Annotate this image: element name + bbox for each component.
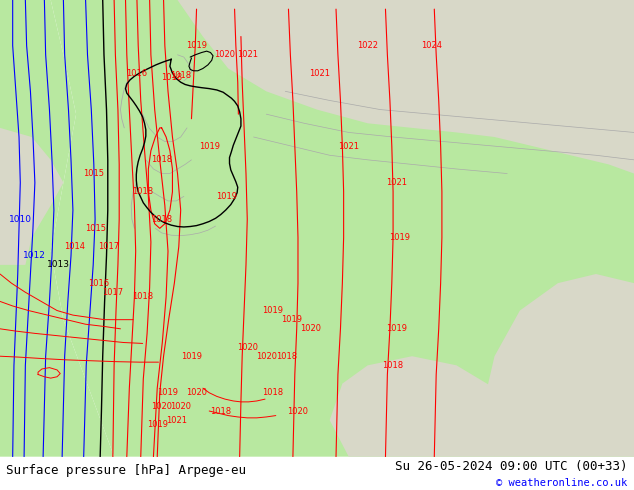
Text: 1021: 1021 — [385, 178, 407, 187]
Text: Su 26-05-2024 09:00 UTC (00+33): Su 26-05-2024 09:00 UTC (00+33) — [395, 460, 628, 472]
Text: 1020: 1020 — [214, 50, 236, 59]
Text: 1019: 1019 — [262, 306, 283, 315]
Text: 1018: 1018 — [132, 187, 153, 196]
Text: 1021: 1021 — [338, 142, 359, 150]
Text: 1019: 1019 — [281, 315, 302, 324]
Text: 1018: 1018 — [132, 293, 153, 301]
Polygon shape — [0, 0, 114, 457]
Text: 1019: 1019 — [389, 233, 410, 242]
Text: 1018: 1018 — [151, 215, 172, 224]
Text: 1018: 1018 — [151, 155, 172, 164]
Polygon shape — [126, 59, 241, 227]
Text: 1018: 1018 — [382, 361, 404, 370]
Text: 1019: 1019 — [157, 388, 179, 397]
Text: 1018: 1018 — [170, 71, 191, 80]
Text: 1019: 1019 — [146, 420, 168, 429]
Text: 1020: 1020 — [236, 343, 258, 352]
Text: 1015: 1015 — [84, 224, 106, 233]
Text: 1013: 1013 — [47, 260, 70, 270]
Text: 1020: 1020 — [170, 402, 191, 411]
Text: 1014: 1014 — [64, 242, 86, 251]
Text: 1017: 1017 — [102, 288, 124, 297]
Text: © weatheronline.co.uk: © weatheronline.co.uk — [496, 478, 628, 488]
Text: 1015: 1015 — [83, 169, 105, 178]
Text: 1019: 1019 — [198, 142, 220, 150]
Text: 1018: 1018 — [262, 388, 283, 397]
Text: 1019: 1019 — [186, 41, 207, 50]
Text: 1022: 1022 — [357, 41, 378, 50]
Text: 1024: 1024 — [420, 41, 442, 50]
Text: 1021: 1021 — [309, 69, 330, 77]
Text: 1020: 1020 — [151, 402, 172, 411]
Text: 1020: 1020 — [256, 352, 277, 361]
Text: 1016: 1016 — [126, 69, 147, 77]
Text: 1018: 1018 — [210, 407, 231, 416]
Text: 1012: 1012 — [23, 251, 46, 260]
Text: 1018: 1018 — [160, 73, 182, 82]
Text: 1019: 1019 — [216, 192, 238, 201]
Text: 1010: 1010 — [9, 215, 32, 224]
Text: 1016: 1016 — [87, 279, 109, 288]
Text: 1020: 1020 — [300, 324, 321, 333]
Text: 1020: 1020 — [186, 388, 207, 397]
Text: 1017: 1017 — [98, 242, 120, 251]
Polygon shape — [222, 9, 266, 46]
Polygon shape — [0, 128, 63, 265]
Polygon shape — [51, 0, 634, 457]
Polygon shape — [178, 0, 634, 173]
Text: 1019: 1019 — [385, 324, 407, 333]
Text: 1021: 1021 — [236, 50, 258, 59]
Polygon shape — [330, 356, 507, 457]
Text: Surface pressure [hPa] Arpege-eu: Surface pressure [hPa] Arpege-eu — [6, 464, 247, 476]
Text: 1021: 1021 — [165, 416, 187, 425]
Polygon shape — [482, 274, 634, 457]
Text: 1020: 1020 — [287, 407, 309, 416]
Text: 1018: 1018 — [276, 352, 297, 361]
Text: 1019: 1019 — [181, 352, 202, 361]
